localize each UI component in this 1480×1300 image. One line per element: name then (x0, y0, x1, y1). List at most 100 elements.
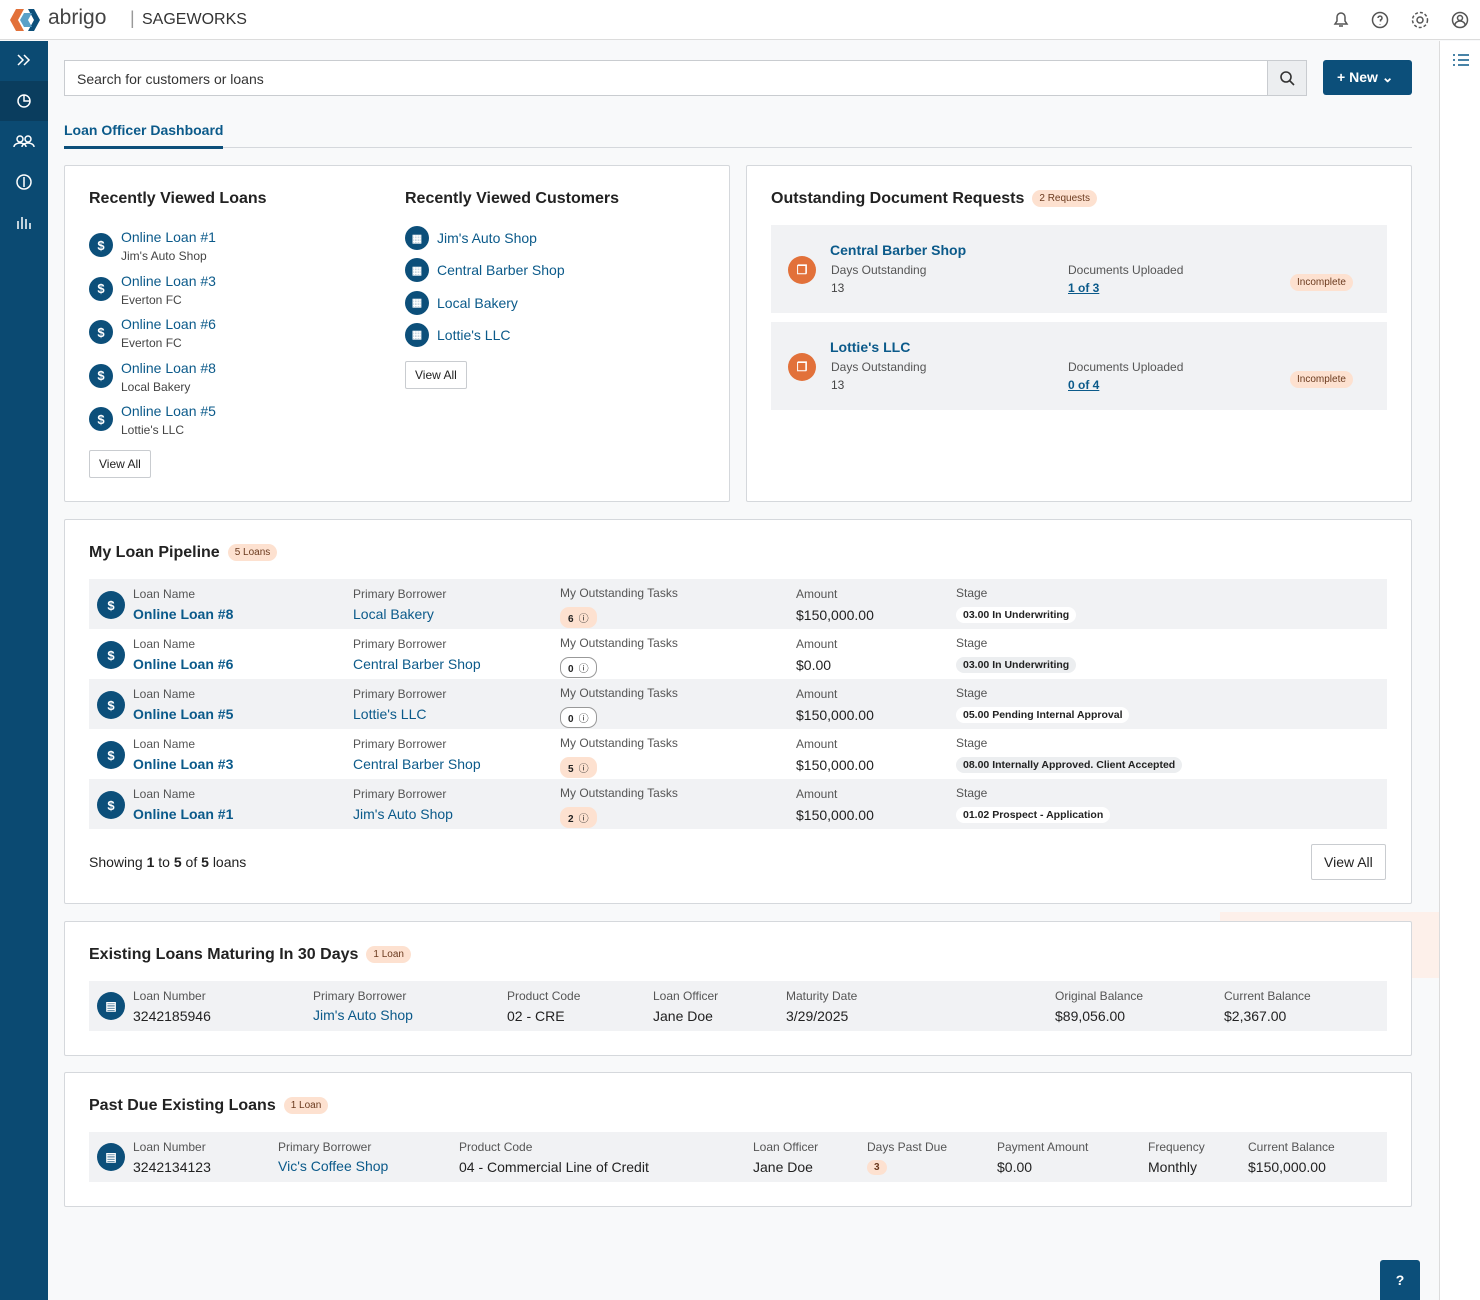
summary-part: 1 (146, 854, 155, 870)
cell-value: $2,367.00 (1224, 1008, 1287, 1024)
customer-link[interactable]: Local Bakery (437, 294, 518, 311)
borrower-link[interactable]: Jim's Auto Shop (353, 806, 453, 822)
loan-customer: Local Bakery (121, 379, 191, 394)
loan-icon: ▤ (97, 992, 125, 1020)
loan-link[interactable]: Online Loan #8 (133, 606, 234, 622)
tasks-badge: 0 ⓘ (560, 657, 597, 678)
amount: $150,000.00 (796, 807, 874, 823)
customer-icon: ▦ (405, 226, 429, 250)
amount: $150,000.00 (796, 607, 874, 623)
stage-badge: 05.00 Pending Internal Approval (956, 707, 1130, 723)
cell-value: Jane Doe (653, 1008, 713, 1024)
docs-link[interactable]: 1 of 3 (1068, 281, 1100, 295)
new-button[interactable]: + New ⌄ (1323, 60, 1412, 95)
customer-icon: ▦ (405, 258, 429, 283)
pipeline-row: $ Loan Name Primary Borrower My Outstanding… (89, 579, 1387, 629)
column-label: Product Code (459, 1140, 533, 1154)
cell-value: Jane Doe (753, 1159, 813, 1175)
request-item: ❐ Central Barber Shop Days Outstanding 13 Do… (771, 225, 1387, 313)
recent-card: Recently Viewed Loans $ Online Loan #1 Jim'… (64, 165, 730, 502)
loan-customer: Jim's Auto Shop (121, 249, 207, 263)
column-label: Loan Name (133, 737, 196, 751)
view-all-button[interactable]: View All (405, 361, 467, 389)
amount: $0.00 (796, 657, 832, 673)
borrower-link[interactable]: Lottie's LLC (353, 706, 427, 722)
header-icons[interactable] (1330, 10, 1470, 30)
borrower-link[interactable]: Vic's Coffee Shop (278, 1158, 389, 1174)
summary-part: loans (212, 854, 247, 870)
loan-link[interactable]: Online Loan #1 (133, 806, 234, 822)
stage-badge: 08.00 Internally Approved. Client Accept… (956, 757, 1183, 773)
days-value: 13 (831, 378, 845, 392)
loan-icon: $ (89, 320, 113, 344)
days-badge: 3 (867, 1160, 887, 1175)
customer-link[interactable]: Lottie's LLC (830, 339, 911, 355)
title-text: Recently Viewed Loans (89, 190, 267, 207)
info-icon: ⓘ (578, 814, 589, 825)
column-label: Stage (956, 736, 988, 750)
tasks-count: 0 (568, 714, 574, 725)
customer-link[interactable]: Lottie's LLC (437, 326, 511, 343)
column-label: Current Balance (1248, 1140, 1335, 1154)
info-icon: ⓘ (578, 764, 589, 775)
side-nav-icons[interactable] (0, 41, 48, 241)
tasks-count: 5 (568, 764, 574, 775)
borrower-link[interactable]: Jim's Auto Shop (313, 1007, 413, 1023)
loan-customer: Everton FC (121, 292, 182, 307)
right-rail (1439, 41, 1480, 1300)
column-label: Original Balance (1055, 989, 1144, 1003)
column-label: My Outstanding Tasks (560, 786, 678, 800)
borrower-link[interactable]: Central Barber Shop (353, 656, 481, 672)
column-label: Current Balance (1224, 989, 1311, 1003)
customer-link[interactable]: Central Barber Shop (830, 242, 967, 258)
loan-link[interactable]: Online Loan #5 (121, 403, 216, 419)
borrower-link[interactable]: Central Barber Shop (353, 756, 481, 772)
view-all-button[interactable]: View All (89, 450, 151, 478)
loan-link[interactable]: Online Loan #3 (121, 272, 216, 289)
loan-link[interactable]: Online Loan #1 (121, 229, 216, 245)
loan-link[interactable]: Online Loan #6 (133, 656, 234, 672)
summary-part: of (185, 854, 198, 870)
view-all-button[interactable]: View All (1311, 844, 1386, 880)
column-label: Stage (956, 686, 988, 700)
loan-link[interactable]: Online Loan #6 (121, 316, 216, 332)
info-icon: ⓘ (578, 614, 589, 625)
past_due-card: Past Due Existing Loans 1 Loan ▤ Loan Numbe… (64, 1072, 1412, 1207)
borrower-link[interactable]: Local Bakery (353, 606, 434, 622)
days-value: 13 (831, 281, 845, 295)
search-button[interactable] (1267, 60, 1307, 96)
card-title: Outstanding Document Requests 2 Requests (771, 190, 1097, 208)
product-name: SAGEWORKS (142, 11, 247, 28)
column-label: Loan Name (133, 787, 196, 801)
tasks-count: 2 (568, 814, 574, 825)
loan-link[interactable]: Online Loan #3 (133, 756, 234, 772)
loan-row: ▤ Loan Number 3242185946 Primary Borrower Ji… (89, 981, 1387, 1031)
summary-part: to (158, 854, 170, 870)
customer-link[interactable]: Jim's Auto Shop (437, 230, 537, 246)
loan-link[interactable]: Online Loan #8 (121, 359, 216, 376)
side-nav (0, 41, 48, 1300)
card-title: Recently Viewed Customers (405, 190, 619, 208)
docs-link[interactable]: 0 of 4 (1068, 378, 1100, 392)
docs-label: Documents Uploaded (1068, 263, 1184, 277)
tasks-icon[interactable] (1452, 53, 1470, 67)
customer-link[interactable]: Central Barber Shop (437, 262, 565, 279)
status-badge: Incomplete (1290, 371, 1353, 388)
stage-badge: 03.00 In Underwriting (956, 657, 1077, 673)
column-label: Loan Number (133, 989, 206, 1003)
column-label: Loan Name (133, 637, 196, 651)
loan-link[interactable]: Online Loan #5 (133, 706, 234, 722)
pipeline-card: My Loan Pipeline 5 Loans $ Loan Name Primary… (64, 519, 1412, 904)
tab[interactable]: Loan Officer Dashboard (64, 122, 224, 149)
tasks-count: 6 (568, 614, 574, 625)
column-label: Loan Name (133, 587, 196, 601)
search-input[interactable]: Search for customers or loans (64, 60, 1268, 96)
pipeline-row: $ Loan Name Primary Borrower My Outstanding… (89, 679, 1387, 729)
tab-divider (64, 147, 1412, 148)
column-label: Days Past Due (867, 1140, 948, 1154)
column-label: Amount (796, 737, 838, 751)
cell-value: $0.00 (997, 1159, 1033, 1175)
help-button[interactable]: ? (1380, 1260, 1420, 1300)
docs-label: Documents Uploaded (1068, 360, 1184, 374)
